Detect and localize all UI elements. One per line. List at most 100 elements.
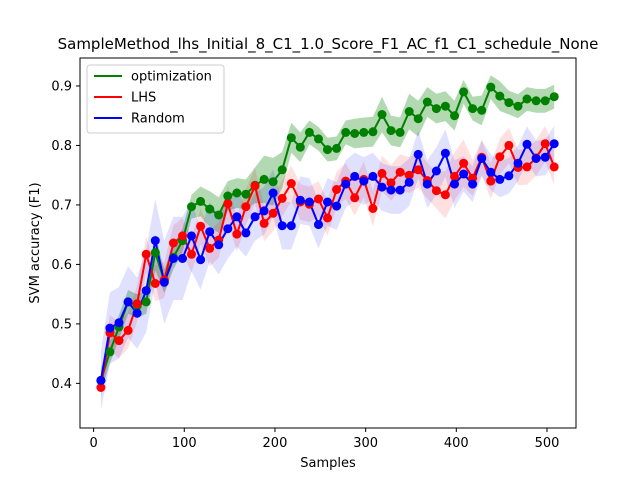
lhs-data-point <box>386 178 396 188</box>
x-tick-label: 100 <box>172 436 197 451</box>
optimization-data-point <box>440 101 450 111</box>
lhs-data-point <box>114 336 124 346</box>
y-tick-label: 0.5 <box>51 317 72 332</box>
random-data-point <box>150 236 160 246</box>
optimization-data-point <box>413 114 423 124</box>
x-axis-ticks: 0 100 200 300 400 500 <box>89 428 559 451</box>
optimization-data-point <box>495 91 505 101</box>
lhs-data-point <box>205 243 215 253</box>
y-tick-label: 0.4 <box>51 377 72 392</box>
random-data-point <box>250 212 260 222</box>
random-data-point <box>96 375 106 385</box>
optimization-data-point <box>141 297 151 307</box>
random-data-point <box>295 195 305 205</box>
random-data-point <box>522 139 532 149</box>
lhs-data-point <box>268 208 278 218</box>
lhs-data-point <box>404 170 414 180</box>
random-data-point <box>513 158 523 168</box>
random-data-point <box>323 197 332 207</box>
random-data-point <box>377 182 387 192</box>
random-data-point <box>422 179 432 189</box>
random-data-point <box>359 176 369 186</box>
random-data-point <box>259 206 269 216</box>
x-tick-label: 0 <box>89 436 97 451</box>
random-data-point <box>332 201 342 211</box>
lhs-data-point <box>196 221 206 231</box>
optimization-data-point <box>214 210 224 220</box>
optimization-data-point <box>522 94 532 104</box>
lhs-data-point <box>540 139 550 149</box>
optimization-data-point <box>486 82 496 92</box>
optimization-data-point <box>350 129 360 138</box>
lhs-data-point <box>332 185 342 194</box>
random-data-point <box>314 220 323 230</box>
optimization-data-point <box>323 145 332 155</box>
random-data-point <box>486 167 496 177</box>
lhs-data-point <box>368 204 378 213</box>
lhs-data-point <box>178 231 187 241</box>
random-data-point <box>277 221 287 231</box>
optimization-legend-label: optimization <box>131 70 212 85</box>
random-data-point <box>404 177 414 187</box>
random-data-point <box>531 154 541 163</box>
chart-title: SampleMethod_lhs_Initial_8_C1_1.0_Score_… <box>58 35 599 54</box>
lhs-data-point <box>522 162 532 172</box>
random-data-point <box>141 286 151 296</box>
x-tick-label: 400 <box>444 436 469 451</box>
y-tick-label: 0.8 <box>51 139 72 154</box>
optimization-data-point <box>395 127 405 137</box>
legend-box <box>86 64 225 134</box>
optimization-data-point <box>531 96 541 106</box>
lhs-data-point <box>431 186 441 196</box>
random-data-point <box>304 197 314 207</box>
optimization-data-point <box>341 127 351 137</box>
random-data-point <box>168 254 178 263</box>
lhs-data-point <box>123 325 133 335</box>
random-data-point <box>214 240 224 250</box>
random-data-point <box>232 212 242 222</box>
random-data-point <box>540 152 550 162</box>
lhs-confidence-band <box>100 125 555 400</box>
optimization-data-point <box>504 98 514 108</box>
lhs-data-point <box>504 140 514 150</box>
lhs-data-point <box>314 194 323 204</box>
lhs-data-point <box>440 190 450 200</box>
random-data-point <box>459 169 469 179</box>
x-tick-label: 500 <box>535 436 560 451</box>
y-axis-ticks: 0.4 0.5 0.6 0.7 0.8 0.9 <box>51 79 80 392</box>
optimization-data-point <box>468 104 478 114</box>
lhs-data-point <box>141 249 151 259</box>
random-data-point <box>368 171 378 181</box>
lhs-data-point <box>377 168 387 178</box>
optimization-data-point <box>513 101 523 111</box>
lhs-data-point <box>277 193 287 203</box>
lhs-data-point <box>187 249 196 259</box>
optimization-data-point <box>386 126 396 136</box>
random-data-point <box>450 179 459 189</box>
series-points <box>96 82 559 392</box>
random-data-point <box>132 308 142 318</box>
optimization-data-point <box>450 111 459 121</box>
optimization-data-point <box>268 177 278 187</box>
optimization-data-point <box>295 142 305 152</box>
optimization-data-point <box>223 191 233 201</box>
random-data-point <box>205 227 215 237</box>
x-tick-label: 200 <box>263 436 288 451</box>
lhs-data-point <box>495 152 505 162</box>
optimization-data-point <box>332 143 342 153</box>
lhs-data-point <box>132 299 142 309</box>
lhs-data-point <box>413 165 423 175</box>
optimization-data-point <box>232 188 242 198</box>
optimization-data-point <box>286 133 296 143</box>
lhs-data-point <box>250 181 260 191</box>
lhs-data-point <box>549 162 559 172</box>
random-data-point <box>549 139 559 149</box>
optimization-data-point <box>377 110 387 119</box>
optimization-data-point <box>196 196 206 206</box>
lhs-data-point <box>259 218 269 228</box>
random-data-point <box>431 166 441 176</box>
random-data-point <box>286 221 296 231</box>
lhs-data-point <box>168 238 178 248</box>
random-data-point <box>105 323 115 333</box>
